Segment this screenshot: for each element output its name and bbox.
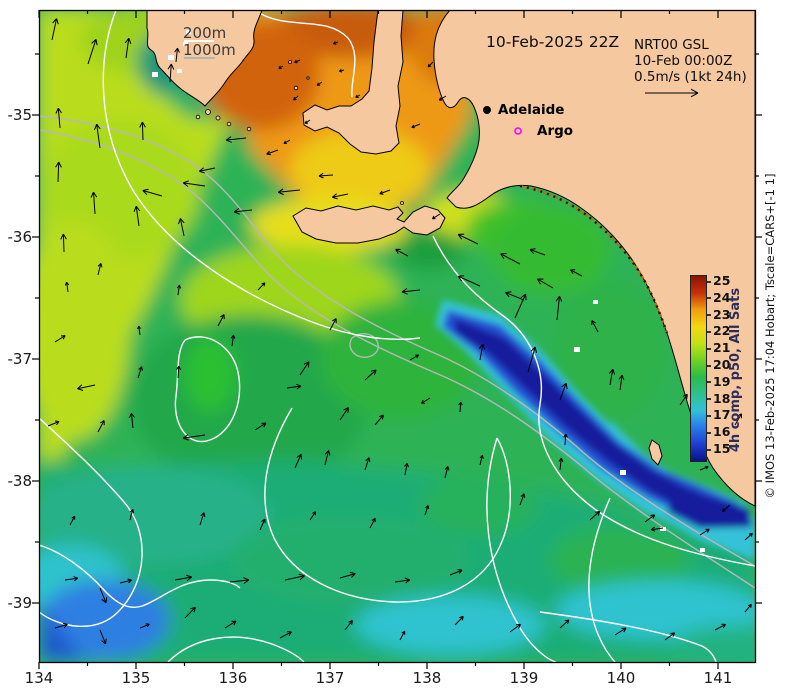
y-tick-label: -36 [7,228,33,246]
y-tick-label: -38 [7,472,33,490]
colorbar-tick: 18 [707,391,730,407]
contour-sample-200m [184,40,214,42]
model-name: NRT00 GSL [634,37,709,53]
y-tick-label: -35 [7,106,33,124]
x-tick-label: 134 [24,669,54,687]
imos-credit-line: © IMOS 13-Feb-2025 17:04 Hobart; Tscale=… [763,173,777,499]
x-tick-label: 138 [412,669,442,687]
argo-label: Argo [537,123,574,139]
colorbar-tick: 17 [707,407,730,423]
x-tick-label: 140 [606,669,636,687]
y-tick-label: -39 [7,594,33,612]
contour-sample-1000m [184,57,215,59]
colorbar [690,275,707,462]
colorbar-tick: 23 [707,307,730,323]
colorbar-tick: 20 [707,357,730,373]
colorbar-tick: 19 [707,374,730,390]
vector-scale-label: 0.5m/s (1kt 24h) [634,69,747,85]
colorbar-tick: 15 [707,441,730,457]
colorbar-tick: 22 [707,323,730,339]
colorbar-tick: 21 [707,340,730,356]
adelaide-label: Adelaide [498,102,565,118]
colorbar-tick: 16 [707,424,730,440]
colorbar-tick: 24 [707,290,730,306]
y-tick-label: -37 [7,350,33,368]
x-tick-label: 136 [218,669,248,687]
x-tick-label: 141 [703,669,733,687]
depth-legend-200m: 200m [183,24,227,42]
colorbar-tick: 25 [707,273,730,289]
colorbar-title: 4h comp, p50, All Sats [728,287,743,453]
x-tick-label: 139 [509,669,539,687]
x-tick-label: 137 [315,669,345,687]
map-timestamp: 10-Feb-2025 22Z [486,33,620,51]
depth-legend-1000m: 1000m [183,41,236,59]
x-tick-label: 135 [121,669,151,687]
model-time: 10-Feb 00:00Z [634,53,733,69]
